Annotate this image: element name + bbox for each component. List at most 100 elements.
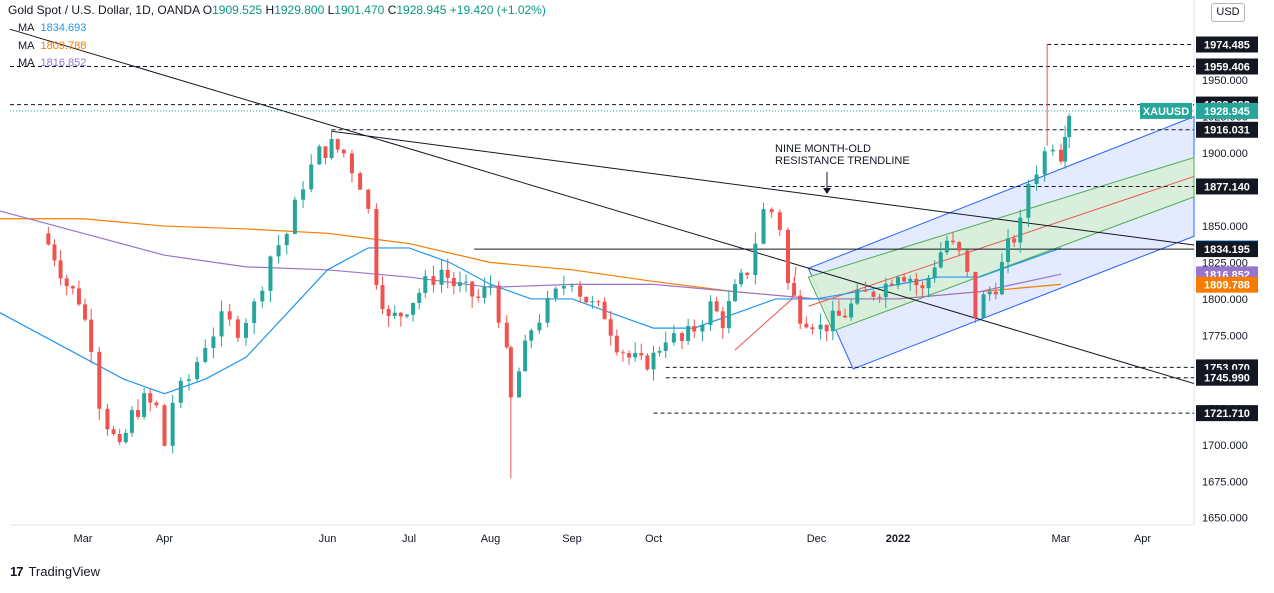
candle-body xyxy=(431,276,436,285)
candle-body xyxy=(981,294,986,318)
candle-body xyxy=(951,240,956,243)
candle-body xyxy=(70,286,75,289)
ma-legend-purple[interactable]: MA 1816.852 xyxy=(18,57,86,69)
currency-button[interactable]: USD xyxy=(1211,3,1245,22)
candle-body xyxy=(633,353,638,358)
candle-body xyxy=(957,242,962,251)
candle-body xyxy=(657,350,662,353)
candle-body xyxy=(920,285,925,289)
candle-body xyxy=(83,304,88,320)
candle-body xyxy=(798,295,803,324)
candle-body xyxy=(902,277,907,282)
y-tick-label: 1650.000 xyxy=(1202,513,1248,525)
candle-body xyxy=(739,272,744,285)
open-label: O xyxy=(202,3,213,17)
candle-body xyxy=(374,208,379,286)
candle-body xyxy=(810,327,815,330)
candle-body xyxy=(973,271,978,318)
ma-legend-blue[interactable]: MA 1834.693 xyxy=(18,22,86,34)
candle-body xyxy=(341,149,346,154)
candle-body xyxy=(761,209,766,244)
candle-body xyxy=(1026,184,1031,218)
price-label-box xyxy=(1196,276,1258,293)
candle-body xyxy=(999,262,1004,295)
candle-body xyxy=(830,310,835,332)
candle-body xyxy=(445,269,450,278)
price-label-box xyxy=(1196,405,1258,422)
candle-body xyxy=(1067,115,1072,138)
y-tick-label: 1950.000 xyxy=(1202,75,1248,87)
candle-body xyxy=(792,282,797,296)
candle-body xyxy=(227,311,232,320)
candle-body xyxy=(708,301,713,325)
trendline-annotation: NINE MONTH-OLD xyxy=(775,143,871,155)
y-tick-label: 1775.000 xyxy=(1202,330,1248,342)
candle-body xyxy=(590,301,595,303)
candle-body xyxy=(1050,149,1055,152)
candle-body xyxy=(464,281,469,283)
price-label-text: 1721.710 xyxy=(1204,408,1250,420)
price-label-text: 1916.031 xyxy=(1204,125,1250,137)
candle-body xyxy=(203,348,208,362)
x-tick-label: Mar xyxy=(1052,533,1071,545)
ma-label: MA xyxy=(18,40,35,52)
candle-body xyxy=(620,352,625,354)
candle-body xyxy=(944,240,949,253)
price-label-text: 1877.140 xyxy=(1204,181,1250,193)
symbol-title: Gold Spot / U.S. Dollar, 1D, OANDA xyxy=(8,3,200,17)
candle-body xyxy=(849,303,854,318)
candle-body xyxy=(824,324,829,332)
candle-body xyxy=(476,296,481,298)
candle-body xyxy=(142,393,147,417)
candle-body xyxy=(769,209,774,213)
candle-body xyxy=(58,260,63,279)
candle-body xyxy=(561,286,566,289)
candle-body xyxy=(932,267,937,278)
symbol-tag-box xyxy=(1140,102,1192,119)
x-tick-label: Sep xyxy=(562,533,582,545)
candle-body xyxy=(871,291,876,297)
candle-body xyxy=(504,322,509,348)
candle-body xyxy=(64,278,69,287)
price-label-text: 1959.406 xyxy=(1204,61,1250,73)
candle-body xyxy=(268,256,273,291)
candle-body xyxy=(714,301,719,312)
high-label: H xyxy=(265,3,275,17)
candle-body xyxy=(235,319,240,338)
candle-body xyxy=(323,146,328,159)
candle-body xyxy=(317,146,322,165)
x-tick-label: Dec xyxy=(807,533,827,545)
candle-body xyxy=(301,189,306,200)
candle-body xyxy=(1034,174,1039,185)
candle-body xyxy=(777,212,782,230)
y-tick-label: 1700.000 xyxy=(1202,440,1248,452)
price-label-box xyxy=(1196,241,1258,258)
candle-body xyxy=(938,252,943,268)
x-tick-label: 2022 xyxy=(886,533,910,545)
candle-body xyxy=(154,402,159,406)
candle-body xyxy=(608,319,613,336)
price-label-box xyxy=(1196,178,1258,195)
candle-body xyxy=(733,284,737,302)
candle-body xyxy=(392,312,397,316)
candle-body xyxy=(105,408,110,430)
candle-body xyxy=(889,283,894,286)
tradingview-brand[interactable]: 17 TradingView xyxy=(10,564,100,579)
ma-value: 1816.852 xyxy=(40,57,87,69)
price-label-text: 1974.485 xyxy=(1204,40,1250,52)
price-label-box xyxy=(1196,102,1258,119)
price-label-text: 1809.788 xyxy=(1204,280,1250,292)
candle-body xyxy=(671,333,676,343)
candle-body xyxy=(252,301,257,324)
y-tick-label: 1675.000 xyxy=(1202,476,1248,488)
candle-body xyxy=(423,276,428,293)
annotation-arrowhead xyxy=(823,188,831,194)
x-tick-label: Aug xyxy=(481,533,501,545)
ma-label: MA xyxy=(18,22,35,34)
ma-legend-orange[interactable]: MA 1809.788 xyxy=(18,40,86,52)
low-value: 1901.470 xyxy=(334,3,385,17)
candle-body xyxy=(700,324,705,332)
candle-body xyxy=(89,319,94,352)
